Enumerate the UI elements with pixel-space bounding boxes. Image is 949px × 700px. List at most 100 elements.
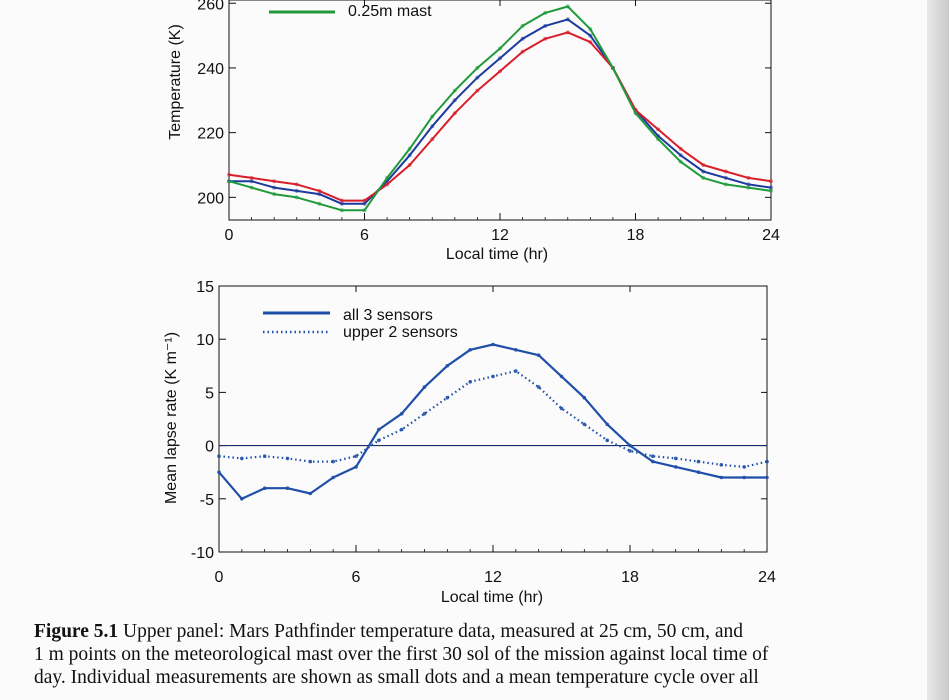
upper-x-tick-label-18: 18 — [627, 227, 645, 244]
upper-point-1m-mast-12 — [498, 56, 502, 61]
upper-point-0.25m-mast-0 — [227, 179, 231, 184]
lower-point-upper-2-sensors-15 — [559, 406, 564, 411]
upper-legend: 0.25m mast — [269, 3, 432, 20]
caption-label: Figure 5.1 — [34, 621, 119, 642]
upper-point-0.5m-mast-24 — [769, 179, 773, 184]
lower-panel: 0 6 12 18 24 -10 -5 0 5 10 15 Local time (hr) Mean… — [163, 279, 776, 606]
lower-y-tick-label-15: 15 — [196, 279, 214, 296]
upper-y-tick-label-260: 260 — [197, 0, 224, 13]
upper-point-0.25m-mast-7 — [385, 175, 390, 180]
upper-point-0.25m-mast-10 — [452, 88, 457, 93]
lower-point-upper-2-sensors-8 — [399, 427, 404, 432]
upper-point-0.25m-mast-23 — [746, 185, 751, 190]
upper-point-1m-mast-4 — [317, 192, 322, 197]
lower-x-tick-label-18: 18 — [621, 569, 639, 586]
lower-point-upper-2-sensors-9 — [422, 411, 427, 416]
lower-point-all-3-sensors-10 — [445, 364, 450, 368]
upper-point-0.25m-mast-6 — [362, 208, 367, 213]
upper-point-1m-mast-10 — [452, 98, 457, 103]
upper-point-1m-mast-3 — [294, 188, 299, 193]
legend-label-0.25m-mast: 0.25m mast — [348, 3, 432, 20]
upper-point-1m-mast-5 — [339, 201, 344, 206]
lower-point-upper-2-sensors-17 — [605, 438, 609, 443]
lower-x-axis-label: Local time (hr) — [441, 589, 543, 606]
lower-point-all-3-sensors-11 — [468, 348, 473, 352]
lower-point-upper-2-sensors-7 — [377, 438, 381, 443]
lower-point-all-3-sensors-15 — [559, 374, 564, 379]
upper-point-1m-mast-1 — [249, 179, 254, 184]
lower-point-upper-2-sensors-12 — [491, 374, 495, 379]
lower-point-all-3-sensors-13 — [514, 348, 518, 352]
lower-point-upper-2-sensors-24 — [765, 459, 769, 464]
legend-label-all-3-sensors: all 3 sensors — [343, 307, 433, 324]
lower-x-tick-label-0: 0 — [215, 569, 224, 586]
lower-y-tick-label--10: -10 — [191, 545, 214, 562]
upper-point-0.25m-mast-12 — [498, 46, 502, 51]
upper-point-0.5m-mast-8 — [407, 163, 412, 167]
upper-point-0.25m-mast-13 — [520, 23, 525, 28]
lower-point-all-3-sensors-24 — [765, 475, 769, 480]
upper-point-0.25m-mast-18 — [633, 111, 638, 116]
lower-point-all-3-sensors-8 — [399, 411, 404, 416]
figure-caption: Figure 5.1 Upper panel: Mars Pathfinder … — [34, 620, 934, 689]
upper-point-0.25m-mast-5 — [339, 208, 344, 213]
upper-point-0.25m-mast-8 — [407, 146, 412, 151]
lower-y-tick-label-0: 0 — [205, 439, 214, 456]
lower-point-upper-2-sensors-6 — [354, 454, 358, 459]
lower-point-upper-2-sensors-11 — [468, 380, 473, 384]
upper-point-0.5m-mast-5 — [339, 198, 344, 203]
lower-point-upper-2-sensors-16 — [582, 422, 587, 427]
lower-point-all-3-sensors-7 — [377, 427, 381, 432]
upper-point-0.5m-mast-0 — [227, 172, 231, 177]
upper-point-0.25m-mast-19 — [656, 137, 661, 142]
upper-point-0.5m-mast-2 — [272, 179, 277, 184]
lower-legend: all 3 sensors upper 2 sensors — [263, 307, 458, 341]
upper-point-0.25m-mast-16 — [588, 27, 593, 32]
lower-point-all-3-sensors-22 — [719, 475, 724, 480]
upper-point-0.5m-mast-19 — [656, 127, 661, 132]
caption-line-2: 1 m points on the meteorological mast ov… — [34, 644, 769, 665]
upper-point-0.25m-mast-22 — [723, 182, 728, 187]
upper-point-0.25m-mast-9 — [430, 114, 435, 119]
upper-point-1m-mast-13 — [520, 36, 525, 41]
upper-x-tick-label-0: 0 — [225, 227, 234, 244]
upper-x-tick-label-24: 24 — [762, 227, 780, 244]
lower-point-all-3-sensors-23 — [742, 475, 746, 480]
upper-point-0.25m-mast-15 — [565, 4, 570, 9]
lower-point-all-3-sensors-12 — [491, 342, 495, 347]
upper-plot-frame — [228, 0, 772, 221]
upper-point-0.5m-mast-15 — [565, 30, 570, 35]
legend-label-upper-2-sensors: upper 2 sensors — [343, 324, 458, 341]
upper-point-1m-mast-21 — [701, 169, 706, 174]
upper-y-tick-label-240: 240 — [197, 61, 224, 78]
lower-point-all-3-sensors-2 — [262, 486, 267, 491]
upper-point-0.5m-mast-12 — [498, 69, 502, 74]
upper-point-1m-mast-22 — [723, 175, 728, 180]
upper-point-0.25m-mast-21 — [701, 175, 706, 180]
lower-point-upper-2-sensors-22 — [719, 463, 724, 467]
caption-line-1: Figure 5.1 Upper panel: Mars Pathfinder … — [34, 620, 934, 643]
upper-series-lines — [227, 4, 773, 213]
lower-point-all-3-sensors-19 — [651, 459, 655, 464]
lower-point-all-3-sensors-4 — [308, 491, 313, 496]
upper-x-tick-label-12: 12 — [491, 227, 509, 244]
lower-point-upper-2-sensors-4 — [308, 459, 313, 464]
upper-point-1m-mast-23 — [746, 182, 751, 187]
upper-point-0.25m-mast-11 — [475, 65, 480, 70]
lower-point-upper-2-sensors-10 — [445, 395, 450, 400]
lower-x-tick-label-24: 24 — [758, 569, 776, 586]
upper-point-1m-mast-20 — [678, 153, 683, 158]
upper-point-1m-mast-15 — [565, 17, 570, 22]
lower-point-upper-2-sensors-20 — [673, 456, 678, 461]
lower-point-all-3-sensors-0 — [217, 470, 221, 475]
upper-point-0.5m-mast-4 — [317, 188, 322, 193]
lower-point-all-3-sensors-21 — [696, 470, 701, 475]
upper-y-tick-label-200: 200 — [197, 190, 224, 207]
upper-panel: 0 6 12 18 24 200 220 240 260 Local time (hr) Tem… — [167, 0, 780, 263]
upper-series-0.25m-mast — [228, 5, 772, 212]
lower-x-tick-label-6: 6 — [352, 569, 361, 586]
lower-point-upper-2-sensors-2 — [262, 454, 267, 459]
upper-point-1m-mast-14 — [543, 23, 548, 28]
upper-point-1m-mast-2 — [272, 185, 277, 190]
